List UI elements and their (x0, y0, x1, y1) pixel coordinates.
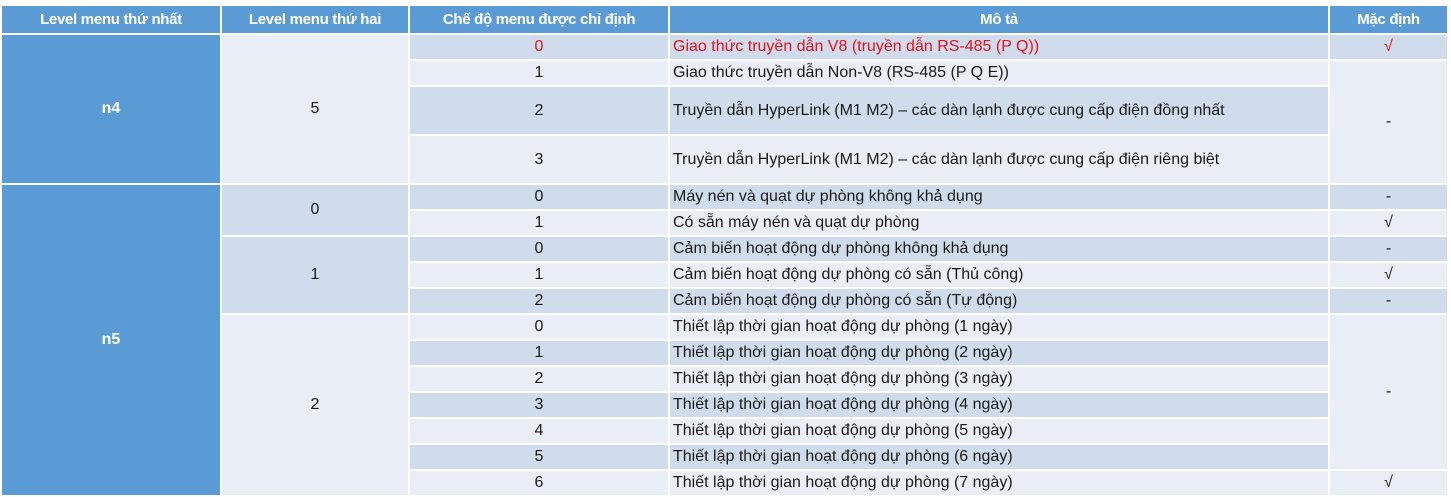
table-row: 3 Truyền dẫn HyperLink (M1 M2) – các dàn … (2, 136, 1447, 183)
header-level1: Level menu thứ nhất (2, 6, 220, 33)
default-cell: - (1330, 61, 1447, 183)
description-cell: Thiết lập thời gian hoạt động dự phòng (… (670, 471, 1328, 495)
mode-cell: 2 (410, 289, 668, 313)
description-cell: Truyền dẫn HyperLink (M1 M2) – các dàn l… (670, 136, 1328, 183)
table-row: 1 Có sẵn máy nén và quạt dự phòng √ (2, 211, 1447, 235)
mode-cell: 2 (410, 87, 668, 134)
default-cell: - (1330, 237, 1447, 261)
mode-cell: 2 (410, 367, 668, 391)
description-cell: Có sẵn máy nén và quạt dự phòng (670, 211, 1328, 235)
mode-cell: 0 (410, 185, 668, 209)
table-row: 6 Thiết lập thời gian hoạt động dự phòng … (2, 471, 1447, 495)
mode-cell: 1 (410, 341, 668, 365)
default-cell: √ (1330, 471, 1447, 495)
description-cell: Cảm biến hoạt động dự phòng không khả dụ… (670, 237, 1328, 261)
mode-cell: 0 (410, 237, 668, 261)
mode-cell: 4 (410, 419, 668, 443)
default-cell: - (1330, 289, 1447, 313)
level1-cell: n4 (2, 35, 220, 183)
default-cell: √ (1330, 263, 1447, 287)
table-row: 1 Giao thức truyền dẫn Non-V8 (RS-485 (P … (2, 61, 1447, 183)
mode-cell: 5 (410, 445, 668, 469)
description-cell: Máy nén và quạt dự phòng không khả dụng (670, 185, 1328, 209)
description-cell: Thiết lập thời gian hoạt động dự phòng (… (670, 367, 1328, 391)
description-cell: Cảm biến hoạt động dự phòng có sẵn (Tự đ… (670, 289, 1328, 313)
default-cell: - (1330, 185, 1447, 209)
mode-cell: 3 (410, 393, 668, 417)
menu-settings-table: Level menu thứ nhất Level menu thứ hai C… (0, 4, 1449, 497)
description-cell: Thiết lập thời gian hoạt động dự phòng (… (670, 393, 1328, 417)
mode-cell: 1 (410, 61, 668, 85)
table-row: 2 Truyền dẫn HyperLink (M1 M2) – các dàn … (2, 87, 1447, 134)
header-level2: Level menu thứ hai (222, 6, 408, 33)
level2-cell: 1 (222, 237, 408, 313)
description-cell: Thiết lập thời gian hoạt động dự phòng (… (670, 445, 1328, 469)
table-row: 2 Cảm biến hoạt động dự phòng có sẵn (Tự … (2, 289, 1447, 313)
header-mode: Chế độ menu được chỉ định (410, 6, 668, 33)
table-row: n4 5 0 Giao thức truyền dẫn V8 (truyền dẫn … (2, 35, 1447, 183)
mode-cell: 0 (410, 315, 668, 339)
table-row: 2 Thiết lập thời gian hoạt động dự phòng … (2, 367, 1447, 391)
header-description: Mô tả (670, 6, 1328, 33)
description-cell: Thiết lập thời gian hoạt động dự phòng (… (670, 419, 1328, 443)
header-default: Mặc định (1330, 6, 1447, 33)
table-row: 3 Thiết lập thời gian hoạt động dự phòng … (2, 393, 1447, 417)
mode-cell: 0 (410, 35, 668, 59)
table-row: 5 Thiết lập thời gian hoạt động dự phòng … (2, 445, 1447, 469)
default-cell: √ (1330, 211, 1447, 235)
description-cell: Giao thức truyền dẫn Non-V8 (RS-485 (P Q… (670, 61, 1328, 85)
table-row: 1 Cảm biến hoạt động dự phòng có sẵn (Thủ… (2, 263, 1447, 287)
level2-cell: 5 (222, 35, 408, 183)
table-row: 1 Thiết lập thời gian hoạt động dự phòng … (2, 341, 1447, 365)
level1-cell: n5 (2, 185, 220, 495)
mode-cell: 6 (410, 471, 668, 495)
mode-cell: 1 (410, 211, 668, 235)
table-row: 1 0 Cảm biến hoạt động dự phòng không khả … (2, 237, 1447, 313)
table-row: 2 0 Thiết lập thời gian hoạt động dự phòng… (2, 315, 1447, 495)
mode-cell: 3 (410, 136, 668, 183)
table-row: 4 Thiết lập thời gian hoạt động dự phòng … (2, 419, 1447, 443)
header-row: Level menu thứ nhất Level menu thứ hai C… (2, 6, 1447, 33)
description-cell: Truyền dẫn HyperLink (M1 M2) – các dàn l… (670, 87, 1328, 134)
level2-cell: 2 (222, 315, 408, 495)
mode-cell: 1 (410, 263, 668, 287)
description-cell: Giao thức truyền dẫn V8 (truyền dẫn RS-4… (670, 35, 1328, 59)
description-cell: Cảm biến hoạt động dự phòng có sẵn (Thủ … (670, 263, 1328, 287)
default-cell: √ (1330, 35, 1447, 59)
table-row: n5 0 0 Máy nén và quạt dự phòng không khả d… (2, 185, 1447, 495)
level2-cell: 0 (222, 185, 408, 235)
description-cell: Thiết lập thời gian hoạt động dự phòng (… (670, 341, 1328, 365)
description-cell: Thiết lập thời gian hoạt động dự phòng (… (670, 315, 1328, 339)
default-cell: - (1330, 315, 1447, 469)
